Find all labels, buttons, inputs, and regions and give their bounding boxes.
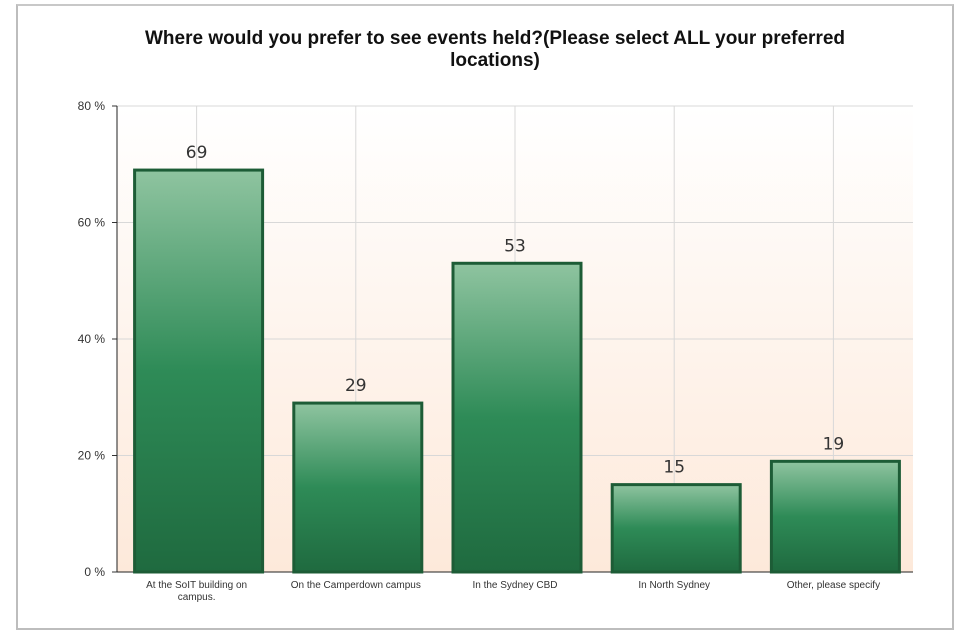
data-label: 15 bbox=[663, 458, 685, 478]
data-label: 29 bbox=[345, 376, 367, 396]
y-tick-label: 20 % bbox=[78, 449, 106, 463]
bar bbox=[769, 459, 901, 574]
data-label: 19 bbox=[823, 434, 845, 454]
data-labels: 69 29 53 15 19 bbox=[186, 143, 844, 478]
bar bbox=[133, 168, 265, 574]
bar bbox=[292, 401, 424, 574]
y-tick-label: 40 % bbox=[78, 332, 106, 346]
data-label: 69 bbox=[186, 143, 208, 163]
x-tick-label: On the Camperdown campus bbox=[290, 580, 421, 591]
chart-title: Where would you prefer to see events hel… bbox=[144, 28, 846, 71]
bar bbox=[610, 483, 742, 574]
y-tick-label: 60 % bbox=[78, 216, 106, 230]
x-tick-label: Other, please specify bbox=[786, 580, 881, 591]
y-tick-label: 0 % bbox=[84, 565, 105, 579]
x-tick-label: At the SoIT building on campus. bbox=[146, 580, 248, 603]
bar bbox=[451, 261, 583, 574]
data-label: 53 bbox=[504, 236, 526, 256]
y-tick-label: 80 % bbox=[78, 99, 106, 113]
x-tick-label: In the Sydney CBD bbox=[472, 580, 558, 591]
bars bbox=[133, 168, 901, 574]
x-tick-label: In North Sydney bbox=[638, 580, 711, 591]
